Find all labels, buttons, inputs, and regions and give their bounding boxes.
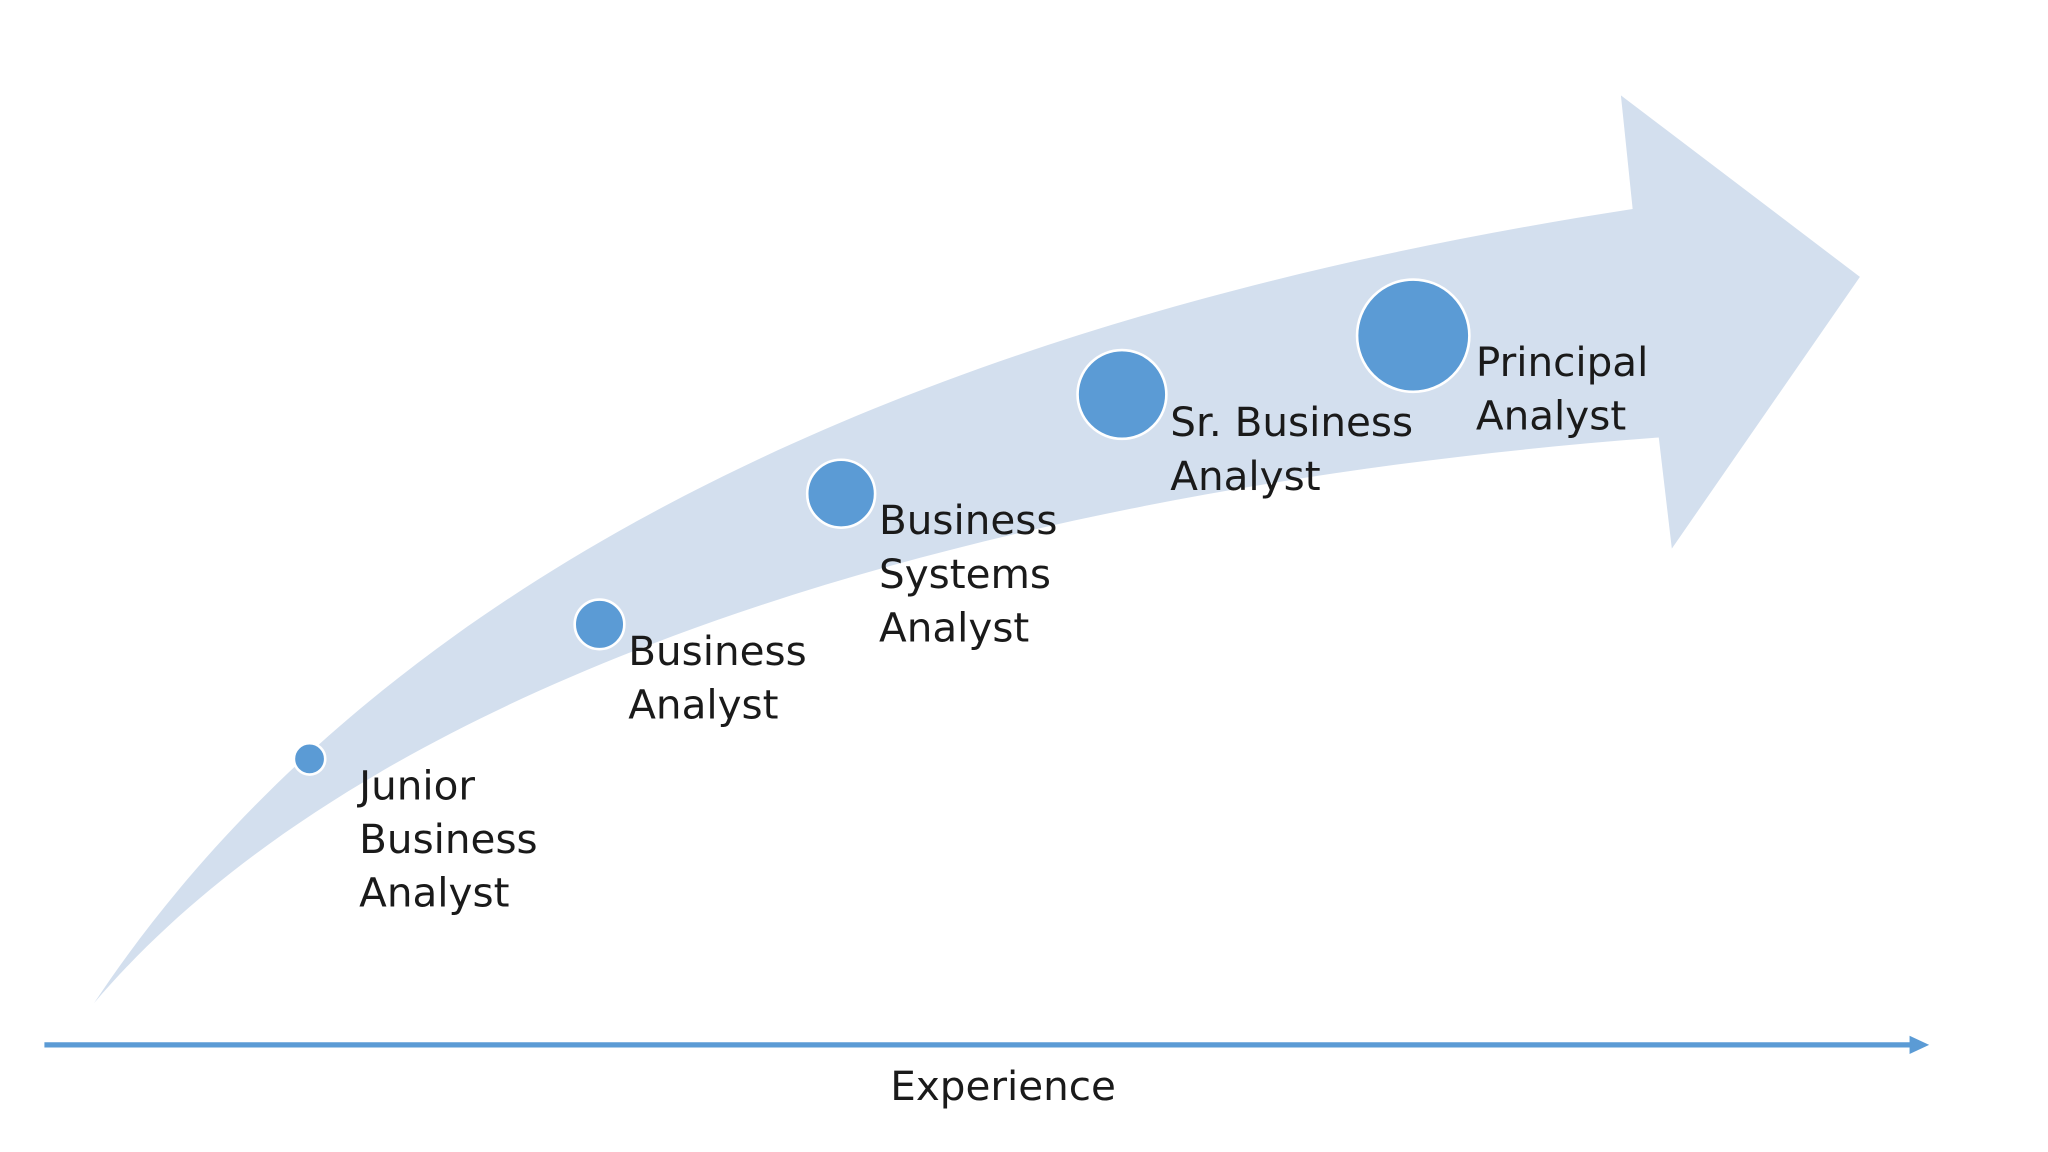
node-circle — [1355, 278, 1471, 394]
node-label: Analyst — [879, 603, 1029, 651]
axis-arrowhead — [1909, 1035, 1930, 1055]
node-circle — [805, 458, 877, 529]
node-label: Junior — [356, 761, 475, 809]
node-label: Systems — [879, 550, 1051, 598]
node-label: Business — [359, 815, 537, 863]
node-label: Business — [628, 627, 806, 675]
node-label: Analyst — [628, 680, 778, 728]
node-label: Analyst — [1170, 452, 1320, 500]
node-circle — [573, 598, 626, 651]
node-circle — [292, 741, 327, 776]
axis-label: Experience — [890, 1062, 1116, 1110]
node-label: Analyst — [1476, 392, 1626, 440]
node-label: Business — [879, 496, 1057, 544]
node-label: Analyst — [359, 868, 509, 916]
node-label: Principal — [1476, 338, 1648, 386]
node-label: Sr. Business — [1170, 398, 1413, 446]
node-circle — [1076, 348, 1168, 441]
